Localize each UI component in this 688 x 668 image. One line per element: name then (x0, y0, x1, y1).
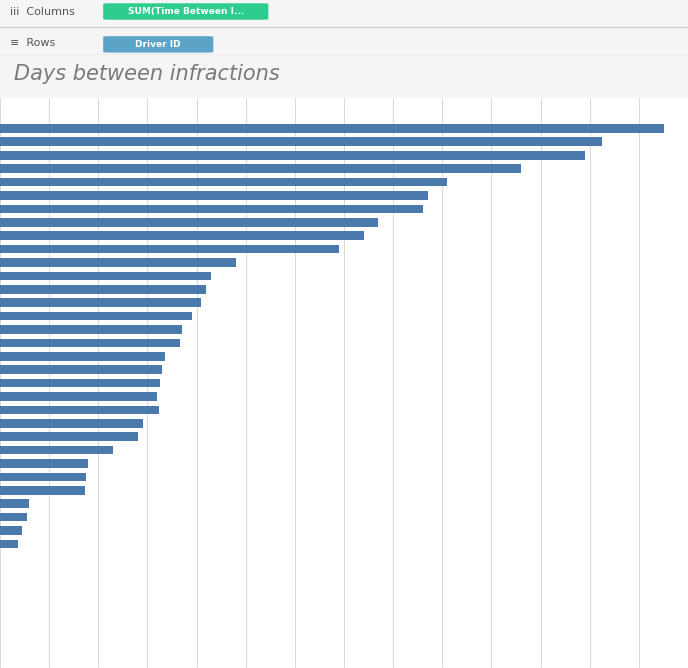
Bar (0, 405, 159, 414)
Bar (0, 526, 21, 535)
Bar (0, 258, 236, 267)
Bar (0, 191, 427, 200)
Bar (0, 124, 665, 133)
FancyBboxPatch shape (103, 36, 213, 53)
Bar (0, 540, 18, 548)
Text: ≡  Rows: ≡ Rows (10, 37, 56, 47)
Bar (0, 432, 138, 441)
Bar (0, 472, 87, 481)
Text: Driver ID: Driver ID (136, 40, 181, 49)
Bar (0, 419, 142, 428)
Bar (0, 231, 364, 240)
Bar (0, 299, 202, 307)
Bar (0, 204, 422, 213)
Bar (0, 218, 378, 226)
Bar (0, 513, 27, 522)
Bar (0, 459, 89, 468)
Bar (0, 500, 30, 508)
Bar (0, 392, 158, 401)
Text: iii  Columns: iii Columns (10, 7, 75, 17)
Bar (0, 312, 192, 321)
Bar (0, 164, 521, 173)
Text: SUM(Time Between I...: SUM(Time Between I... (128, 7, 244, 16)
Text: Days between infractions: Days between infractions (14, 64, 279, 84)
FancyBboxPatch shape (103, 3, 268, 20)
Bar (0, 379, 160, 387)
Bar (0, 151, 585, 160)
Bar (0, 271, 211, 281)
Bar (0, 339, 180, 347)
Bar (0, 285, 206, 294)
Bar (0, 178, 447, 186)
Bar (0, 486, 85, 495)
Bar (0, 365, 162, 374)
Bar (0, 325, 182, 334)
Bar (0, 138, 601, 146)
Bar (0, 244, 339, 253)
Bar (0, 352, 165, 361)
Bar (0, 446, 113, 454)
